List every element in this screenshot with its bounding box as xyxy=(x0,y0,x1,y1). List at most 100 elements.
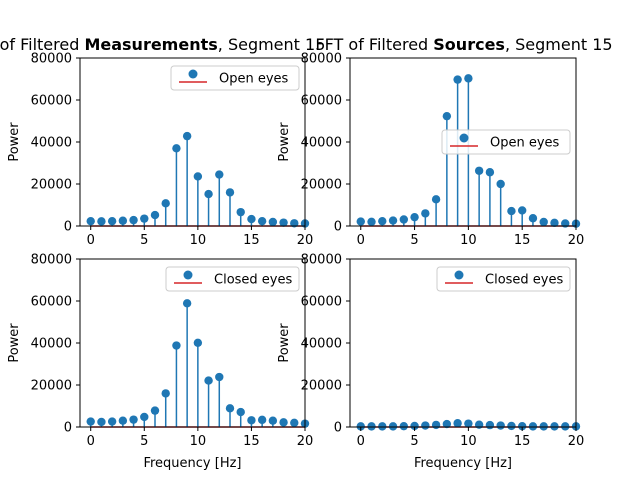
stem-marker xyxy=(399,215,409,224)
stem-marker xyxy=(528,422,538,431)
stem-marker xyxy=(161,199,170,208)
y-tick-label: 0 xyxy=(334,220,342,235)
stem-marker xyxy=(150,210,160,220)
y-tick-label: 40000 xyxy=(301,136,342,151)
legend-box xyxy=(165,266,300,292)
x-tick-label: 10 xyxy=(190,434,207,449)
y-tick-label: 20000 xyxy=(301,178,342,193)
stem-marker xyxy=(517,206,527,215)
x-tick-label: 10 xyxy=(190,233,207,248)
panel-top-right: 0 5 10 15 20 0 20000 40000 60000 80000 Power Open e… xyxy=(277,52,584,249)
stem-marker xyxy=(517,421,527,431)
y-tick-label: 60000 xyxy=(301,295,342,310)
stem-marker xyxy=(215,372,224,382)
y-tick-label: 60000 xyxy=(31,94,72,109)
stem-marker xyxy=(496,421,505,430)
stem-marker xyxy=(485,168,495,177)
stem-marker xyxy=(507,206,516,216)
x-tick-label: 15 xyxy=(243,233,260,248)
stem-marker xyxy=(97,217,106,226)
stem-marker xyxy=(129,215,138,225)
stem-marker xyxy=(193,172,203,181)
stem-marker xyxy=(539,217,548,227)
stem-marker xyxy=(182,131,192,141)
stem-marker xyxy=(356,422,365,431)
stem-marker xyxy=(236,407,245,417)
stem-marker xyxy=(225,188,235,197)
stem-marker xyxy=(225,404,235,413)
stem-marker xyxy=(247,214,256,224)
stem-marker xyxy=(464,74,473,83)
x-tick-label: 0 xyxy=(357,233,365,248)
legend-marker-swatch xyxy=(183,270,193,280)
stem-marker xyxy=(356,217,365,226)
title-sources: FFT of Filtered Sources, Segment 15 xyxy=(315,35,612,54)
stem-marker xyxy=(204,376,213,385)
stem-marker xyxy=(399,421,409,431)
y-tick-label: 80000 xyxy=(31,253,72,268)
stem-marker xyxy=(442,419,452,429)
legend: Open eyes xyxy=(170,65,300,91)
stem-marker xyxy=(539,422,548,431)
stem-marker xyxy=(431,420,441,430)
stem-marker xyxy=(118,216,128,225)
y-axis-label: Power xyxy=(277,323,292,363)
stem-marker xyxy=(86,216,95,226)
stem-marker xyxy=(485,420,495,430)
panel-bottom-left: 0 5 10 15 20 0 20000 40000 60000 80000 Power Freque… xyxy=(7,253,313,472)
stem-marker xyxy=(388,216,398,225)
y-tick-label: 40000 xyxy=(31,337,72,352)
x-tick-label: 0 xyxy=(357,434,365,449)
x-tick-label: 20 xyxy=(568,434,585,449)
x-tick-label: 15 xyxy=(514,233,531,248)
stem-marker xyxy=(290,219,299,228)
y-tick-label: 60000 xyxy=(31,295,72,310)
stem-marker xyxy=(474,420,484,429)
x-tick-label: 15 xyxy=(243,434,260,449)
panel-bottom-right: 0 5 10 15 20 0 20000 40000 60000 80000 Power Freque… xyxy=(277,253,584,472)
x-tick-label: 5 xyxy=(140,233,148,248)
stem-marker xyxy=(367,217,376,226)
stem-marker xyxy=(193,338,203,347)
panel-top-left: 0 5 10 15 20 0 20000 40000 60000 80000 Power Open e… xyxy=(7,52,313,249)
stem-marker xyxy=(257,415,267,425)
stem-marker xyxy=(236,207,245,217)
x-tick-label: 5 xyxy=(410,434,418,449)
y-tick-label: 40000 xyxy=(301,337,342,352)
stem-marker xyxy=(464,419,473,428)
y-tick-label: 80000 xyxy=(301,52,342,67)
legend-label: Closed eyes xyxy=(214,273,292,288)
legend-marker-swatch xyxy=(188,69,198,79)
y-tick-label: 80000 xyxy=(31,52,72,67)
stem-marker xyxy=(431,195,441,204)
legend: Closed eyes xyxy=(165,266,300,292)
x-axis-label: Frequency [Hz] xyxy=(414,456,512,471)
x-axis-label: Frequency [Hz] xyxy=(143,456,241,471)
stem-marker xyxy=(290,418,299,427)
y-axis-label: Power xyxy=(7,122,22,162)
y-tick-label: 0 xyxy=(64,220,72,235)
x-tick-label: 0 xyxy=(87,434,95,449)
legend-label: Open eyes xyxy=(490,136,560,151)
stem-marker xyxy=(279,418,288,427)
stem-marker xyxy=(107,417,117,426)
stem-marker xyxy=(388,422,398,431)
stem-marker xyxy=(421,209,430,218)
y-tick-label: 80000 xyxy=(301,253,342,268)
y-tick-label: 20000 xyxy=(31,178,72,193)
stem-marker xyxy=(550,422,559,431)
stem-marker xyxy=(453,75,462,84)
stem-marker xyxy=(247,416,256,425)
stem-marker xyxy=(453,419,462,428)
stem-marker xyxy=(378,422,387,431)
y-tick-label: 0 xyxy=(64,421,72,436)
stem-marker xyxy=(550,218,559,228)
stem-marker xyxy=(204,189,213,199)
stem-marker xyxy=(172,144,181,153)
stem-marker xyxy=(107,216,117,226)
y-tick-label: 60000 xyxy=(301,94,342,109)
stem-marker xyxy=(410,421,419,431)
stem-marker xyxy=(507,421,516,431)
x-tick-label: 20 xyxy=(297,233,314,248)
